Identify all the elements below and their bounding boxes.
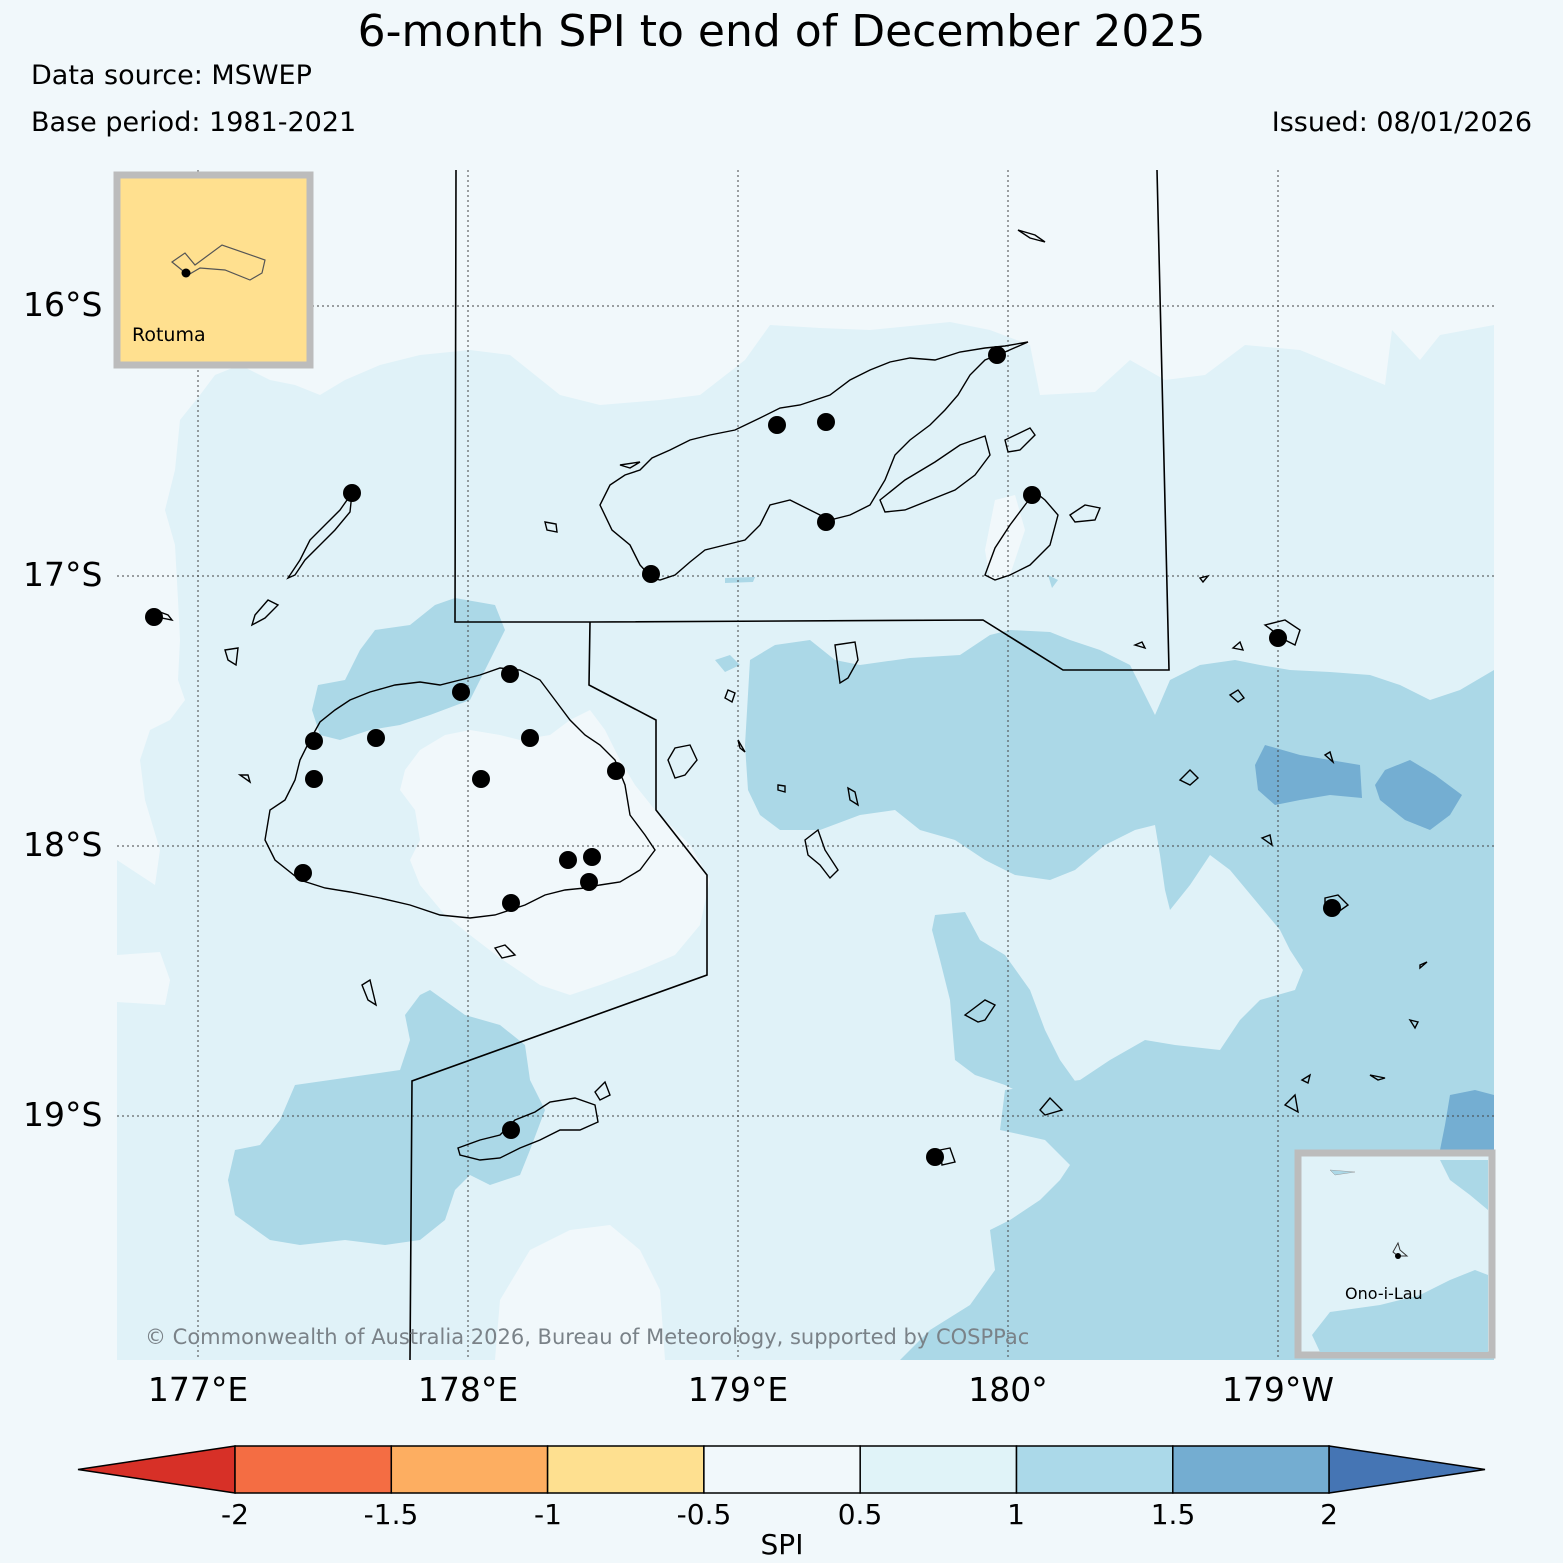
base-period-label: Base period: 1981-2021	[31, 107, 357, 138]
station-marker	[988, 346, 1006, 364]
issued-date-label: Issued: 08/01/2026	[1271, 107, 1532, 138]
lon-label: 177°E	[148, 1370, 248, 1409]
colorbar-segment	[390, 1445, 549, 1494]
colorbar-tick-label: -0.5	[677, 1498, 732, 1531]
colorbar-segment	[703, 1445, 861, 1494]
lat-label: 18°S	[23, 825, 102, 864]
colorbar-tick-label: 1	[1007, 1498, 1025, 1531]
colorbar-tick-label: -2	[221, 1498, 249, 1531]
colorbar-tick-label: 1.5	[1151, 1498, 1196, 1531]
station-marker	[1395, 1253, 1401, 1259]
station-marker	[1023, 486, 1041, 504]
spi-region-1.5-2-b	[1375, 760, 1462, 830]
station-marker	[145, 608, 163, 626]
copyright-notice: © Commonwealth of Australia 2026, Bureau…	[145, 1325, 1029, 1349]
lat-label: 16°S	[23, 285, 102, 324]
station-marker	[580, 873, 598, 891]
station-marker	[817, 513, 835, 531]
station-marker	[343, 484, 361, 502]
station-marker	[1323, 899, 1341, 917]
station-marker	[642, 565, 660, 583]
station-marker	[501, 665, 519, 683]
colorbar-title: SPI	[761, 1528, 804, 1561]
colorbar-segment	[1015, 1445, 1174, 1494]
spi-region-neutral-north	[117, 170, 1494, 885]
station-marker	[367, 729, 385, 747]
ono-i-lau-inset: Ono-i-Lau	[1294, 1149, 1496, 1359]
spi-region-neutral-west	[117, 952, 170, 1005]
vanua-levu-island	[599, 341, 1029, 581]
spi-region-neutral-taveuni	[985, 495, 1025, 580]
station-marker	[502, 894, 520, 912]
spi-region-1-1.5-small2	[1048, 575, 1058, 588]
spi-region-1-1.5-southwest	[228, 990, 545, 1245]
colorbar-tick-label: 0.5	[838, 1498, 883, 1531]
station-marker	[305, 770, 323, 788]
colorbar-segment	[859, 1445, 1018, 1494]
colorbar-tick-label: 2	[1320, 1498, 1338, 1531]
station-marker	[926, 1148, 944, 1166]
lat-label: 17°S	[23, 555, 102, 594]
spi-colorbar	[77, 1445, 1486, 1494]
colorbar-tick-label: -1.5	[364, 1498, 419, 1531]
graticule	[117, 170, 1494, 1360]
spi-region-1.5-2-c	[1440, 1090, 1494, 1160]
data-source-label: Data source: MSWEP	[31, 60, 312, 91]
rotuma-island-outline	[171, 244, 266, 281]
lon-label: 178°E	[418, 1370, 518, 1409]
station-marker	[607, 762, 625, 780]
rotuma-inset: Rotuma	[113, 171, 314, 369]
station-marker	[305, 732, 323, 750]
station-marker	[768, 416, 786, 434]
station-marker	[1269, 629, 1287, 647]
spi-region-1-1.5-small	[715, 655, 740, 672]
station-marker	[181, 268, 191, 278]
lon-label: 179°E	[688, 1370, 788, 1409]
station-marker	[294, 864, 312, 882]
station-marker	[502, 1121, 520, 1139]
lon-label: 180°	[968, 1370, 1048, 1409]
station-marker	[559, 851, 577, 869]
spi-colorbar-ticks: -2 -1.5 -1 -0.5 0.5 1 1.5 2	[221, 1498, 1338, 1531]
station-marker	[452, 683, 470, 701]
spi-region-1-1.5-small3	[725, 577, 755, 583]
colorbar-segment	[234, 1445, 393, 1494]
colorbar-extend-low	[77, 1445, 236, 1494]
division-boundaries	[409, 170, 1170, 1360]
vanua-levu-peninsula	[879, 435, 991, 513]
lon-label: 179°W	[1222, 1370, 1334, 1409]
spi-region-1-1.5-west	[312, 598, 505, 740]
lat-label: 19°S	[23, 1095, 102, 1134]
station-marker	[583, 848, 601, 866]
station-marker	[521, 729, 539, 747]
station-marker	[817, 413, 835, 431]
colorbar-segment	[1172, 1445, 1330, 1494]
colorbar-extend-high	[1328, 1445, 1486, 1494]
spi-shading	[117, 170, 1494, 1360]
rainfall-stations	[145, 346, 1341, 1166]
colorbar-segment	[546, 1445, 705, 1494]
taveuni-island	[984, 491, 1059, 581]
rotuma-inset-label: Rotuma	[132, 324, 206, 346]
ono-i-lau-inset-label: Ono-i-Lau	[1345, 1284, 1423, 1303]
colorbar-tick-label: -1	[534, 1498, 562, 1531]
spi-region-neutral-south	[495, 1225, 665, 1360]
station-marker	[472, 770, 490, 788]
spi-region-1.5-2-a	[1255, 745, 1362, 805]
map-title: 6-month SPI to end of December 2025	[357, 6, 1206, 57]
